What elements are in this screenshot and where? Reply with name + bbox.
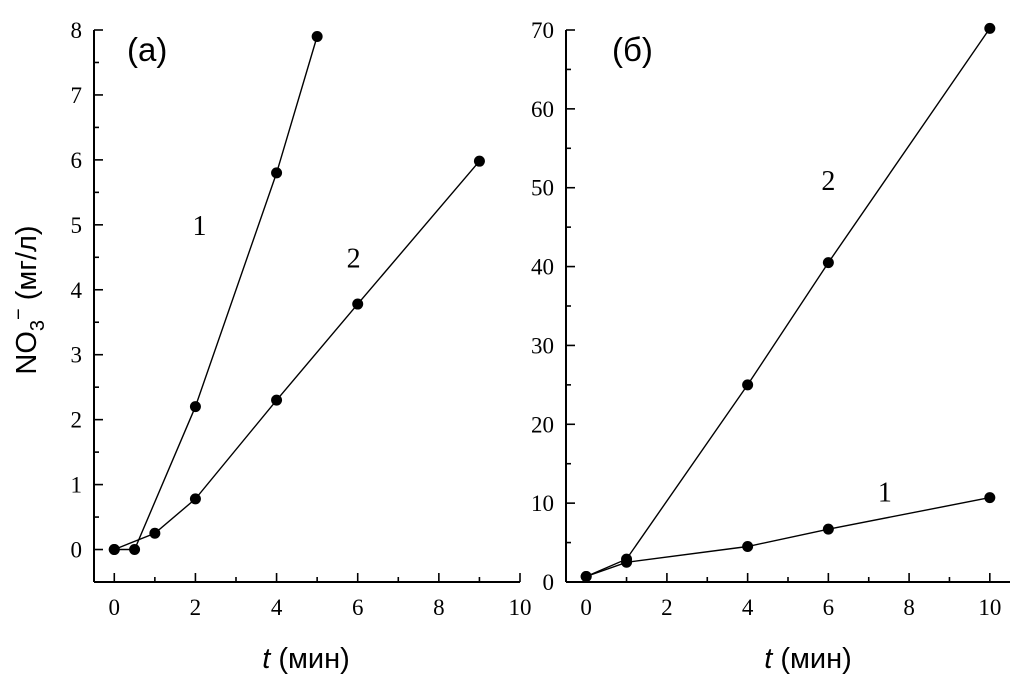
data-point-a-1 [189, 401, 201, 413]
data-point-b-2 [984, 22, 996, 34]
y-axis-sup-a: − [8, 308, 30, 320]
series-line-b-1 [585, 496, 990, 578]
y-tick-label-b: 0 [543, 570, 555, 595]
y-tick-label-b: 40 [531, 255, 554, 280]
x-tick-label-b: 2 [661, 595, 673, 620]
data-point-b-2 [580, 570, 592, 582]
data-point-a-2 [108, 544, 120, 556]
data-point-b-2 [621, 553, 633, 565]
data-point-a-1 [129, 544, 141, 556]
x-tick-label-b: 4 [742, 595, 754, 620]
series-line-a-2 [114, 160, 480, 551]
x-axis-title-a: t (мин) [262, 643, 350, 675]
data-point-a-2 [352, 298, 364, 310]
x-tick-label-a: 2 [190, 595, 202, 620]
x-axis-var-b: t [764, 643, 774, 675]
x-tick-label-a: 8 [433, 595, 445, 620]
x-axis-title-b: t (мин) [764, 643, 852, 675]
y-tick-label-b: 10 [531, 491, 554, 516]
data-point-b-1 [984, 492, 996, 504]
data-point-a-1 [311, 30, 323, 42]
data-point-b-2 [822, 257, 834, 269]
y-tick-label-a: 8 [71, 18, 83, 43]
x-tick-label-a: 6 [352, 595, 364, 620]
panel-label-b: (б) [612, 31, 653, 68]
x-tick-label-b: 10 [978, 595, 1001, 620]
x-tick-label-a: 0 [109, 595, 121, 620]
data-point-b-2 [742, 379, 754, 391]
y-tick-label-b: 50 [531, 176, 554, 201]
y-tick-label-a: 1 [71, 473, 83, 498]
y-tick-label-b: 20 [531, 412, 554, 437]
series-line-b-2 [585, 28, 991, 578]
x-axis-unit-b: (мин) [772, 643, 852, 675]
data-point-a-2 [271, 394, 283, 406]
y-tick-label-a: 6 [71, 148, 83, 173]
x-tick-label-b: 0 [580, 595, 592, 620]
x-tick-label-b: 6 [823, 595, 835, 620]
curve-label-a-2: 2 [347, 243, 361, 274]
data-point-a-1 [271, 167, 283, 179]
data-point-b-1 [742, 541, 754, 553]
x-tick-label-b: 8 [903, 595, 915, 620]
data-point-a-2 [149, 527, 161, 539]
data-point-b-1 [822, 523, 834, 535]
y-tick-label-b: 60 [531, 97, 554, 122]
y-axis-main-a: NO [11, 331, 43, 375]
data-point-a-2 [473, 155, 485, 167]
y-tick-label-a: 3 [71, 343, 83, 368]
curve-label-b-1: 1 [878, 477, 892, 508]
y-tick-label-a: 0 [71, 538, 83, 563]
x-tick-label-a: 10 [509, 595, 532, 620]
y-tick-label-b: 70 [531, 18, 554, 43]
y-tick-label-a: 2 [71, 408, 83, 433]
x-axis-unit-a: (мин) [270, 643, 350, 675]
y-axis-title-a: NO3− (мг/л) [8, 225, 49, 374]
y-axis-sub-a: 3 [27, 320, 49, 331]
curve-label-a-1: 1 [192, 211, 206, 242]
y-tick-label-a: 7 [71, 83, 83, 108]
y-tick-label-a: 5 [71, 213, 83, 238]
panel-label-a: (а) [127, 31, 167, 68]
y-tick-label-a: 4 [71, 278, 83, 303]
y-axis-unit-a: (мг/л) [11, 225, 43, 308]
data-point-a-2 [189, 493, 201, 505]
curve-label-b-2: 2 [821, 166, 835, 197]
x-tick-label-a: 4 [271, 595, 283, 620]
x-axis-var-a: t [262, 643, 272, 675]
y-tick-label-b: 30 [531, 333, 554, 358]
series-line-a-1 [114, 36, 318, 551]
